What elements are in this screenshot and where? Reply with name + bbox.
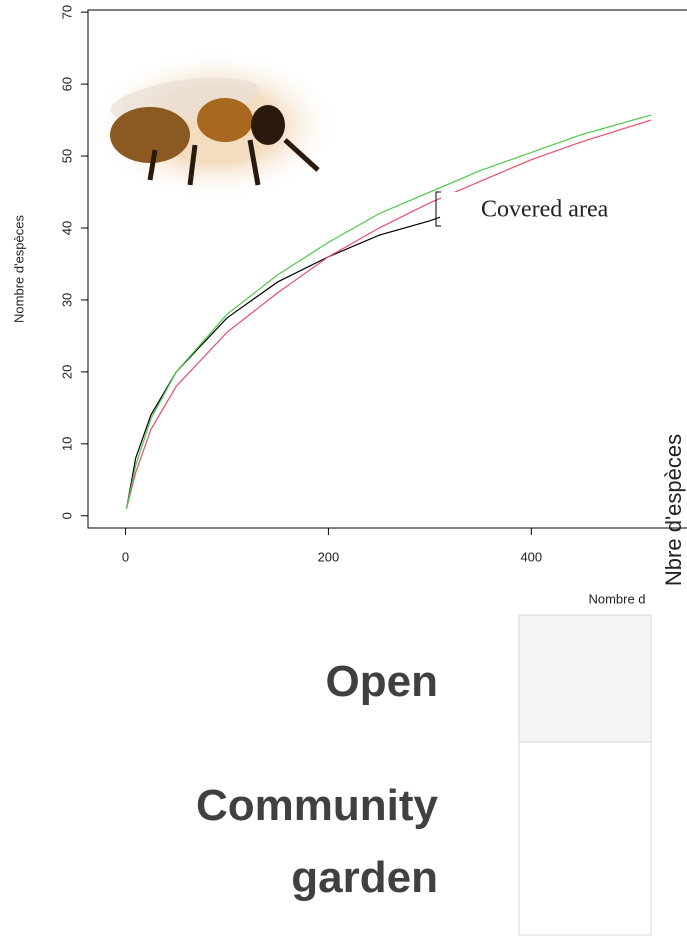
y-tick-label: 30 bbox=[59, 293, 74, 307]
x-axis-label: Nombre d bbox=[588, 591, 645, 606]
series-line bbox=[127, 217, 440, 508]
row-label: Community garden bbox=[148, 770, 438, 914]
row-label: Open bbox=[148, 646, 438, 718]
page: Nombre d'espèces Nombre d Nbre d'espèces… bbox=[0, 0, 687, 936]
x-tick-label: 400 bbox=[520, 549, 542, 564]
y-tick-label: 50 bbox=[59, 149, 74, 163]
y-tick-label: 70 bbox=[59, 5, 74, 19]
annotation-bracket bbox=[436, 192, 441, 226]
y-axis-label: Nombre d'espèces bbox=[11, 215, 26, 323]
panel bbox=[519, 742, 651, 935]
y-tick-label: 40 bbox=[59, 221, 74, 235]
y-tick-label: 0 bbox=[59, 512, 74, 519]
side-axis-label: Nbre d'espèces bbox=[661, 434, 686, 586]
x-tick-label: 0 bbox=[122, 549, 129, 564]
panel bbox=[519, 615, 651, 742]
bee-illustration bbox=[90, 50, 340, 200]
annotation: Covered area bbox=[481, 197, 609, 223]
x-tick-label: 200 bbox=[318, 549, 340, 564]
y-tick-label: 10 bbox=[59, 437, 74, 451]
y-tick-label: 60 bbox=[59, 77, 74, 91]
y-tick-label: 20 bbox=[59, 365, 74, 379]
